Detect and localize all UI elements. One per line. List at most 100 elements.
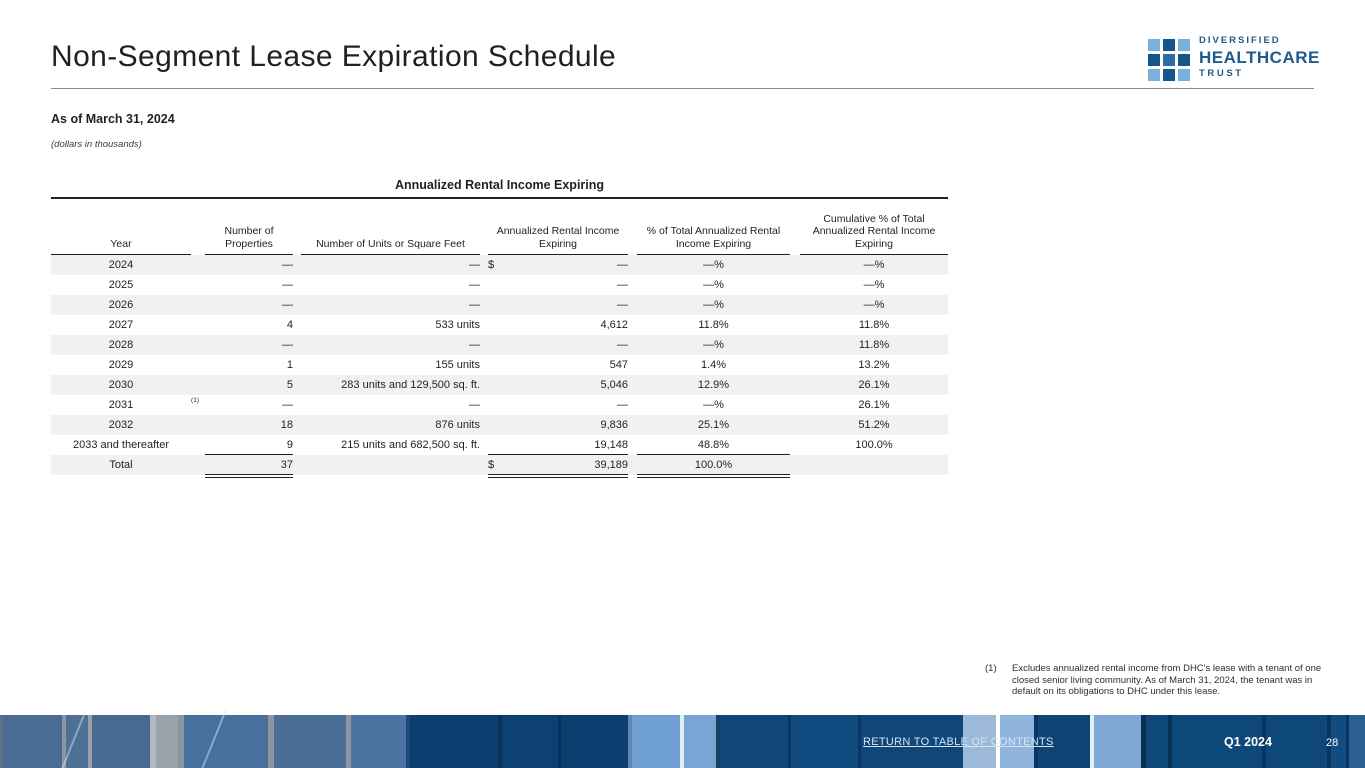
cell-pct: —%	[703, 279, 724, 291]
cell-cumulative-pct: —%	[863, 299, 885, 311]
cell-year: 2033 and thereafter	[72, 439, 170, 451]
cell-pct: —%	[703, 339, 724, 351]
table-body: 2024— — $ — —% —% 2025— — — —% —% 2026— — — —% —% 2027 4 5…	[51, 255, 948, 478]
logo-square	[1163, 69, 1175, 81]
logo-square	[1178, 69, 1190, 81]
as-of-date: As of March 31, 2024	[51, 112, 175, 126]
title-divider	[51, 88, 1314, 89]
cell-properties: —	[282, 259, 293, 271]
cell-income: —	[488, 395, 628, 415]
logo-line3: TRUST	[1199, 67, 1244, 79]
table-total-row: Total 37 $39,189 100.0%	[51, 455, 948, 478]
logo-text: DIVERSIFIED HEALTHCARE TRUST	[1199, 36, 1320, 81]
table-row: 2033 and thereafter 9 215 units and 682,50…	[51, 435, 948, 455]
cell-income: $ —	[488, 255, 628, 275]
column-header: Number of Properties	[205, 225, 293, 255]
cell-units: 155 units	[435, 359, 480, 371]
cell-cumulative-pct: 100.0%	[855, 439, 893, 451]
cell-pct: 48.8%	[637, 435, 790, 455]
window-reflection-streak	[58, 709, 88, 768]
table-row: 2031 (1) — — — —% 26.1%	[51, 395, 948, 415]
income-value: 4,612	[600, 319, 628, 331]
cell-income: 9,836	[488, 415, 628, 435]
table-row: 2026 — — — —% —%	[51, 295, 948, 315]
footer-photo-band: RETURN TO TABLE OF CONTENTS Q1 2024 28	[0, 709, 1365, 768]
income-value: 19,148	[594, 439, 628, 451]
cell-units: —	[469, 279, 480, 291]
page-title: Non-Segment Lease Expiration Schedule	[51, 40, 617, 73]
logo-square	[1163, 39, 1175, 51]
cell-properties: 9	[205, 435, 293, 455]
cell-cumulative-pct: —%	[863, 259, 885, 271]
table-header-row: Year Number of Properties Number of Units …	[51, 199, 948, 255]
income-value: 547	[609, 359, 628, 371]
window-reflection-streak	[198, 709, 228, 768]
cell-income: 19,148	[488, 435, 628, 455]
cell-properties: 1	[286, 359, 293, 371]
lease-expiration-table: Annualized Rental Income Expiring Year Nu…	[51, 176, 948, 478]
footnote-text: Excludes annualized rental income from D…	[1012, 663, 1322, 697]
cell-income: 547	[488, 355, 628, 375]
cell-units: 215 units and 682,500 sq. ft.	[341, 439, 480, 451]
cell-total-units	[301, 455, 480, 475]
column-header: Annualized Rental Income Expiring	[488, 225, 628, 255]
cell-cumulative-pct: 11.8%	[858, 319, 890, 331]
income-value: —	[617, 399, 628, 411]
logo-square	[1148, 54, 1160, 66]
cell-year: 2026	[108, 299, 134, 311]
income-value: —	[617, 259, 628, 271]
cell-pct: 12.9%	[697, 379, 730, 391]
cell-units: 283 units and 129,500 sq. ft.	[341, 379, 480, 391]
income-value: —	[617, 339, 628, 351]
cell-properties: —	[282, 399, 293, 411]
cell-cumulative-pct: 26.1%	[858, 379, 890, 391]
cell-year: 2031 (1)	[108, 397, 199, 411]
cell-year: 2030	[108, 379, 134, 391]
cell-cumulative-pct: 13.2%	[858, 359, 890, 371]
cell-cumulative-pct: —%	[863, 279, 885, 291]
logo-square	[1163, 54, 1175, 66]
currency-symbol: $	[488, 459, 495, 471]
logo-line2: HEALTHCARE	[1199, 47, 1320, 67]
cell-total-pct: 100.0%	[637, 455, 790, 478]
cell-income: 5,046	[488, 375, 628, 395]
units-note: (dollars in thousands)	[51, 139, 142, 150]
cell-properties: 5	[286, 379, 293, 391]
cell-total-label: Total	[109, 459, 133, 471]
cell-year: 2028	[108, 339, 134, 351]
column-header: Number of Units or Square Feet	[301, 238, 480, 255]
income-value: 39,189	[594, 459, 628, 471]
cell-total-income: $39,189	[488, 455, 628, 478]
table-title-rule	[51, 197, 948, 199]
column-header: Cumulative % of Total Annualized Rental …	[800, 213, 948, 255]
cell-year: 2029	[108, 359, 134, 371]
table-row: 2030 5 283 units and 129,500 sq. ft. 5,046 1…	[51, 375, 948, 395]
footnote: (1) Excludes annualized rental income fr…	[985, 663, 1363, 698]
cell-units: —	[469, 299, 480, 311]
cell-pct: 1.4%	[700, 359, 727, 371]
cell-pct: —%	[703, 259, 724, 271]
cell-pct: 11.8%	[698, 319, 729, 331]
logo-square	[1148, 69, 1160, 81]
cell-units: 876 units	[435, 419, 480, 431]
logo-grid-icon	[1148, 39, 1190, 81]
report-period-label: Q1 2024	[1224, 735, 1272, 749]
cell-pct: —%	[703, 299, 724, 311]
cell-properties: 18	[280, 419, 293, 431]
table-row: 2029 1 155 units 547 1.4% 13.2%	[51, 355, 948, 375]
return-to-toc-link[interactable]: RETURN TO TABLE OF CONTENTS	[863, 736, 1054, 748]
cell-year: 2032	[108, 419, 134, 431]
table-row: 2028 — — — —% 11.8%	[51, 335, 948, 355]
table-row: 2024— — $ — —% —%	[51, 255, 948, 275]
logo-square	[1178, 39, 1190, 51]
logo-line1: DIVERSIFIED	[1199, 35, 1281, 46]
cell-properties: —	[282, 299, 293, 311]
income-value: —	[617, 299, 628, 311]
cell-year: 2025	[108, 279, 134, 291]
cell-units: 533 units	[435, 319, 480, 331]
cell-year: 2027	[108, 319, 134, 331]
table-row: 2032 18 876 units 9,836 25.1% 51.2%	[51, 415, 948, 435]
cell-total-cumulative-pct	[800, 455, 948, 475]
cell-year: 2024	[108, 259, 134, 271]
